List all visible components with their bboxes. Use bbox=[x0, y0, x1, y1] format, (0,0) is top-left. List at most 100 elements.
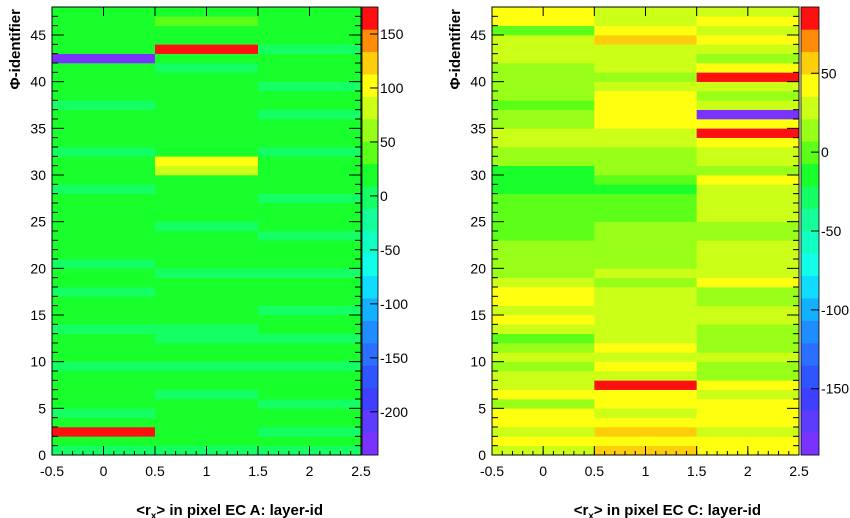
heatmap-cell bbox=[492, 231, 595, 241]
color-scale-swatch bbox=[362, 163, 378, 187]
heatmap-cell bbox=[258, 231, 362, 241]
heatmap-cell bbox=[52, 296, 156, 306]
heatmap-cell bbox=[52, 156, 156, 166]
heatmap-cell bbox=[492, 91, 595, 101]
heatmap-cell bbox=[492, 427, 595, 437]
panel-a-y-axis-title: Φ-identifier bbox=[7, 9, 24, 90]
heatmap-cell bbox=[155, 399, 259, 409]
x-tick-label: -0.5 bbox=[480, 463, 504, 479]
heatmap-cell bbox=[155, 35, 259, 45]
heatmap-cell bbox=[258, 361, 362, 372]
heatmap-cell bbox=[594, 268, 697, 278]
panel-a-x-axis-title: <rx> in pixel EC A: layer-id bbox=[136, 502, 323, 518]
heatmap-cell bbox=[594, 72, 697, 82]
heatmap-cell bbox=[155, 277, 259, 288]
heatmap-cell bbox=[155, 352, 259, 362]
heatmap-cell bbox=[594, 221, 697, 232]
color-scale-swatch bbox=[801, 231, 819, 254]
heatmap-cell bbox=[52, 193, 156, 204]
heatmap-cell bbox=[492, 203, 595, 213]
color-scale-swatch bbox=[362, 343, 378, 366]
x-tick-label: 0 bbox=[539, 463, 547, 479]
heatmap-cell bbox=[696, 333, 800, 344]
heatmap-cell bbox=[52, 315, 156, 325]
heatmap-cell bbox=[155, 389, 259, 400]
heatmap-cell bbox=[155, 203, 259, 213]
heatmap-cell bbox=[492, 193, 595, 204]
heatmap-cell bbox=[155, 16, 259, 26]
heatmap-cell bbox=[594, 81, 697, 92]
x-tick-label: 0.5 bbox=[145, 463, 165, 479]
panel-a-color-scale: -200 -150 -100 -50 0 50 100 150 bbox=[361, 6, 408, 456]
heatmap-cell bbox=[492, 35, 595, 45]
y-tick-label: 20 bbox=[470, 260, 486, 276]
x-title-part: > in pixel EC C: layer-id bbox=[594, 502, 761, 518]
y-tick-label: 5 bbox=[38, 400, 46, 416]
color-scale-swatch bbox=[801, 29, 819, 53]
heatmap-cell bbox=[155, 212, 259, 222]
heatmap-cell bbox=[594, 25, 697, 36]
x-tick-label: -0.5 bbox=[40, 463, 64, 479]
heatmap-cell bbox=[258, 259, 362, 269]
heatmap-cell bbox=[492, 361, 595, 372]
heatmap-cell bbox=[52, 259, 156, 269]
color-scale-swatch bbox=[362, 96, 378, 120]
color-scale-swatch bbox=[801, 253, 819, 277]
color-scale-label: -50 bbox=[821, 223, 841, 239]
panel-a-x-axis: -0.5 0 0.5 1 1.5 2 2.5 bbox=[40, 7, 371, 479]
y-tick-label: 25 bbox=[470, 214, 486, 230]
heatmap-cell bbox=[52, 361, 156, 372]
heatmap-cell bbox=[155, 175, 259, 185]
y-tick-label: 45 bbox=[470, 27, 486, 43]
heatmap-cell bbox=[594, 389, 697, 400]
heatmap-cell bbox=[52, 16, 156, 26]
heatmap-cell bbox=[52, 165, 156, 176]
heatmap-cell bbox=[258, 427, 362, 437]
heatmap-cell bbox=[258, 436, 362, 446]
heatmap-cell bbox=[696, 296, 800, 306]
heatmap-cell bbox=[258, 137, 362, 148]
heatmap-cell bbox=[258, 408, 362, 418]
color-scale-swatch bbox=[362, 74, 378, 97]
color-scale-label: -150 bbox=[380, 350, 408, 366]
heatmap-cell bbox=[696, 324, 800, 334]
heatmap-cell bbox=[492, 156, 595, 166]
heatmap-cell bbox=[258, 343, 362, 353]
heatmap-cell bbox=[258, 333, 362, 344]
heatmap-cell bbox=[696, 436, 800, 446]
heatmap-cell bbox=[594, 427, 697, 437]
heatmap-cell bbox=[155, 259, 259, 269]
heatmap-cell bbox=[258, 249, 362, 260]
heatmap-cell bbox=[258, 184, 362, 194]
heatmap-cell bbox=[594, 44, 697, 54]
y-tick-label: 15 bbox=[470, 307, 486, 323]
y-tick-label: 40 bbox=[470, 74, 486, 90]
heatmap-cell bbox=[52, 399, 156, 409]
heatmap-cell bbox=[696, 240, 800, 250]
heatmap-cell bbox=[52, 137, 156, 148]
x-title-part: > in pixel EC A: layer-id bbox=[156, 502, 323, 518]
heatmap-cell bbox=[492, 352, 595, 362]
heatmap-cell bbox=[52, 53, 156, 64]
heatmap-cell bbox=[696, 193, 800, 204]
heatmap-cell bbox=[258, 296, 362, 306]
heatmap-cell bbox=[52, 427, 156, 437]
heatmap-cell bbox=[52, 240, 156, 250]
color-scale-swatch bbox=[362, 275, 378, 299]
heatmap-cell bbox=[258, 371, 362, 381]
color-scale-swatch bbox=[362, 387, 378, 411]
heatmap-cell bbox=[696, 408, 800, 418]
heatmap-cell bbox=[492, 212, 595, 222]
heatmap-cell bbox=[696, 212, 800, 222]
heatmap-cell bbox=[492, 72, 595, 82]
heatmap-cell bbox=[594, 305, 697, 316]
color-scale-swatch bbox=[801, 320, 819, 344]
heatmap-cell bbox=[155, 119, 259, 129]
heatmap-cell bbox=[258, 128, 362, 138]
heatmap-cell bbox=[594, 436, 697, 446]
heatmap-cell bbox=[52, 109, 156, 120]
y-tick-label: 45 bbox=[30, 27, 46, 43]
color-scale-swatch bbox=[801, 119, 819, 142]
heatmap-cell bbox=[594, 63, 697, 73]
heatmap-cell bbox=[155, 231, 259, 241]
